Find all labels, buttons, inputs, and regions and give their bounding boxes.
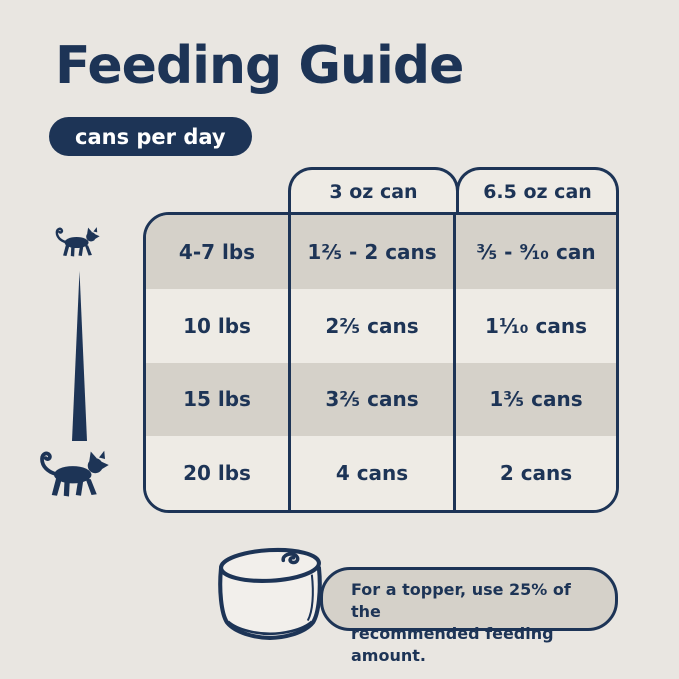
topper-note-line2: recommended feeding amount. [351, 624, 554, 665]
amount-3oz-cell: 2²⁄₅ cans [288, 288, 453, 363]
table-row: 4-7 lbs 1²⁄₅ - 2 cans ³⁄₅ - ⁹⁄₁₀ can [146, 215, 616, 289]
table-row: 15 lbs 3²⁄₅ cans 1³⁄₅ cans [146, 362, 616, 437]
amount-65oz-cell: ³⁄₅ - ⁹⁄₁₀ can [453, 215, 616, 289]
feeding-table: 4-7 lbs 1²⁄₅ - 2 cans ³⁄₅ - ⁹⁄₁₀ can 10 … [143, 212, 619, 513]
units-badge: cans per day [49, 117, 252, 156]
size-wedge-icon [72, 271, 87, 441]
weight-cell: 10 lbs [183, 313, 251, 338]
column-header-3oz: 3 oz can [288, 167, 459, 213]
table-row: 20 lbs 4 cans 2 cans [146, 436, 616, 510]
page-title: Feeding Guide [55, 36, 464, 96]
amount-3oz-cell: 1²⁄₅ - 2 cans [288, 215, 453, 289]
can-icon [218, 547, 322, 640]
large-cat-icon [40, 450, 109, 497]
weight-cell: 4-7 lbs [178, 239, 256, 264]
amount-3oz-cell: 3²⁄₅ cans [288, 362, 453, 437]
topper-note: For a topper, use 25% of the recommended… [320, 567, 618, 665]
column-header-65oz: 6.5 oz can [456, 167, 619, 213]
amount-65oz-cell: 1³⁄₅ cans [453, 362, 616, 437]
weight-cell: 15 lbs [183, 387, 251, 412]
table-row: 10 lbs 2²⁄₅ cans 1¹⁄₁₀ cans [146, 288, 616, 363]
amount-65oz-cell: 2 cans [453, 436, 616, 510]
weight-cell: 20 lbs [183, 461, 251, 486]
topper-note-line1: For a topper, use 25% of the [351, 580, 571, 621]
small-cat-icon [55, 227, 100, 257]
amount-3oz-cell: 4 cans [288, 436, 453, 510]
amount-65oz-cell: 1¹⁄₁₀ cans [453, 288, 616, 363]
